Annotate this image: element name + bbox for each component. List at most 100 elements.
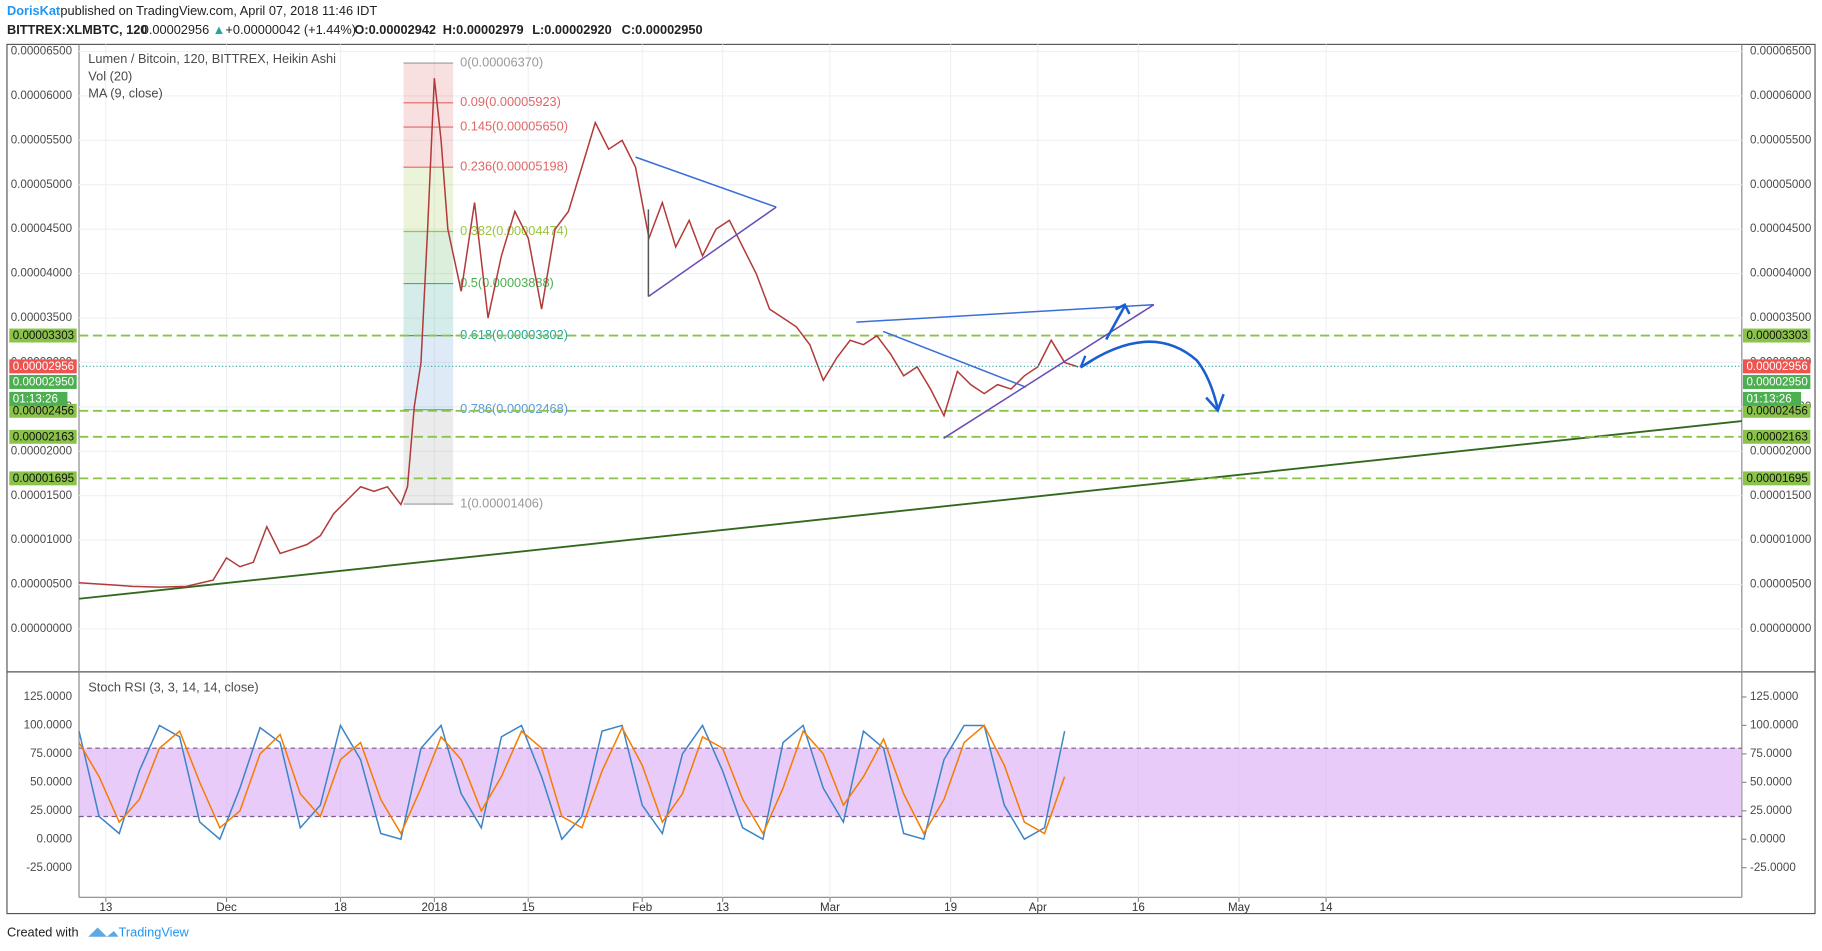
series-line: [78, 724, 1066, 836]
x-tick-label: 16: [1132, 901, 1145, 914]
trendline: [78, 420, 1742, 600]
triangle-line: [943, 304, 1155, 439]
y-tick-label: 50.0000: [1750, 775, 1792, 788]
y-tick-label: -25.0000: [1750, 861, 1796, 874]
price-tag: [9, 359, 77, 374]
series-line: [78, 78, 1079, 588]
x-tick-label: Dec: [216, 901, 237, 914]
stoch-title: Stoch RSI (3, 3, 14, 14, close): [88, 680, 258, 695]
fib-label: 0.786(0.00002468): [460, 401, 568, 416]
price-tag-label: 0.00002956: [1746, 360, 1807, 373]
logo: [88, 927, 119, 937]
x-tick-label: 18: [334, 901, 347, 914]
price-tag: [9, 471, 77, 486]
y-tick-label: 100.0000: [24, 718, 72, 731]
y-tick-label: 0.00002000: [1750, 444, 1811, 457]
y-tick-label: 25.0000: [1750, 804, 1792, 817]
change: +0.00000042 (+1.44%): [225, 22, 356, 37]
y-tick-label: 0.00005500: [11, 133, 72, 146]
price-tag-label: 0.00002163: [13, 430, 74, 443]
fib-zone: [403, 231, 454, 284]
price-tag-label: 0.00001695: [1746, 472, 1807, 485]
fib-label: 0.236(0.00005198): [460, 159, 568, 174]
countdown: 01:13:26: [13, 393, 58, 406]
y-tick-label: 0.00004000: [11, 267, 72, 280]
fib-zone: [403, 283, 454, 336]
y-tick-label: 0.00005500: [1750, 133, 1811, 146]
y-tick-label: 0.00004500: [1750, 222, 1811, 235]
fib-label: 0.618(0.00003302): [460, 327, 568, 342]
last-price: 0.00002956: [142, 22, 209, 37]
y-tick-label: 75.0000: [1750, 747, 1792, 760]
y-tick-label: 0.00003500: [11, 311, 72, 324]
countdown-tag: [1742, 391, 1802, 406]
price-tag-label: 0.00002950: [1746, 376, 1807, 389]
price-tag-label: 0.00002163: [1746, 430, 1807, 443]
price-tag-label: 0.00003303: [1746, 329, 1807, 342]
y-tick-label: 0.0000: [37, 832, 73, 845]
y-tick-label: 50.0000: [30, 775, 72, 788]
y-tick-label: 0.00001000: [11, 533, 72, 546]
created-with: Created with: [7, 925, 79, 940]
y-tick-label: 0.00004500: [11, 222, 72, 235]
x-tick-label: Mar: [820, 901, 840, 914]
legend-main: Lumen / Bitcoin, 120, BITTREX, Heikin As…: [88, 51, 336, 66]
fib-label: 0(0.00006370): [460, 54, 543, 69]
y-tick-label: 0.00002000: [11, 444, 72, 457]
y-tick-label: 0.00005000: [1750, 178, 1811, 191]
y-tick-label: 0.00001500: [11, 489, 72, 502]
price-tag: [1742, 471, 1811, 486]
triangle-line: [635, 156, 777, 208]
y-tick-label: 75.0000: [30, 747, 72, 760]
y-tick-label: 100.0000: [1750, 718, 1798, 731]
price-tag: [1742, 328, 1811, 343]
stoch-band: [79, 748, 1742, 817]
fib-label: 1(0.00001406): [460, 495, 543, 510]
y-tick-label: 0.00004000: [1750, 267, 1811, 280]
y-tick-label: 0.00000000: [1750, 622, 1811, 635]
brand[interactable]: TradingView: [119, 925, 190, 940]
x-tick-label: 13: [99, 901, 112, 914]
arrow-up: [1105, 302, 1131, 341]
published: published on TradingView.com, April 07, …: [60, 3, 377, 18]
price-tag-label: 0.00002950: [13, 376, 74, 389]
price-tag: [1742, 403, 1811, 418]
y-tick-label: 0.00000500: [1750, 578, 1811, 591]
fib-label: 0.145(0.00005650): [460, 118, 568, 133]
price-tag-label: 0.00001695: [13, 472, 74, 485]
price-tag: [9, 328, 77, 343]
symbol: BITTREX:XLMBTC, 120: [7, 22, 147, 37]
triangle-line: [882, 330, 1027, 388]
price-tag: [9, 375, 77, 389]
triangle-line: [647, 206, 777, 298]
footer: Created with TradingView: [7, 925, 190, 940]
fib-zone: [403, 127, 454, 168]
legend-vol: Vol (20): [88, 68, 132, 83]
y-tick-label: 125.0000: [24, 690, 72, 703]
y-tick-label: 25.0000: [30, 804, 72, 817]
countdown: 01:13:26: [1746, 393, 1791, 406]
price-tag-label: 0.00002456: [1746, 404, 1807, 417]
price-tag: [9, 429, 77, 444]
y-tick-label: 0.00006500: [11, 45, 72, 58]
y-tick-label: 0.00000000: [11, 622, 72, 635]
y-tick-label: 0.00001500: [1750, 489, 1811, 502]
change-arrow: ▲: [213, 22, 226, 37]
price-tag: [9, 403, 77, 418]
fib-zone: [403, 335, 454, 410]
price-tag: [1742, 429, 1811, 444]
y-tick-label: 125.0000: [1750, 690, 1798, 703]
y-tick-label: 0.00006500: [1750, 45, 1811, 58]
fib-label: 0.382(0.00004474): [460, 223, 568, 238]
legend-ma: MA (9, close): [88, 86, 162, 101]
triangle-line: [856, 303, 1154, 323]
x-tick-label: May: [1228, 901, 1250, 914]
fib-zone: [403, 63, 454, 103]
fib-label: 0.09(0.00005923): [460, 94, 561, 109]
open: O:0.00002942: [354, 22, 436, 37]
fib-label: 0.5(0.00003888): [460, 275, 554, 290]
author[interactable]: DorisKat: [7, 3, 61, 18]
fib-zone: [403, 409, 454, 505]
